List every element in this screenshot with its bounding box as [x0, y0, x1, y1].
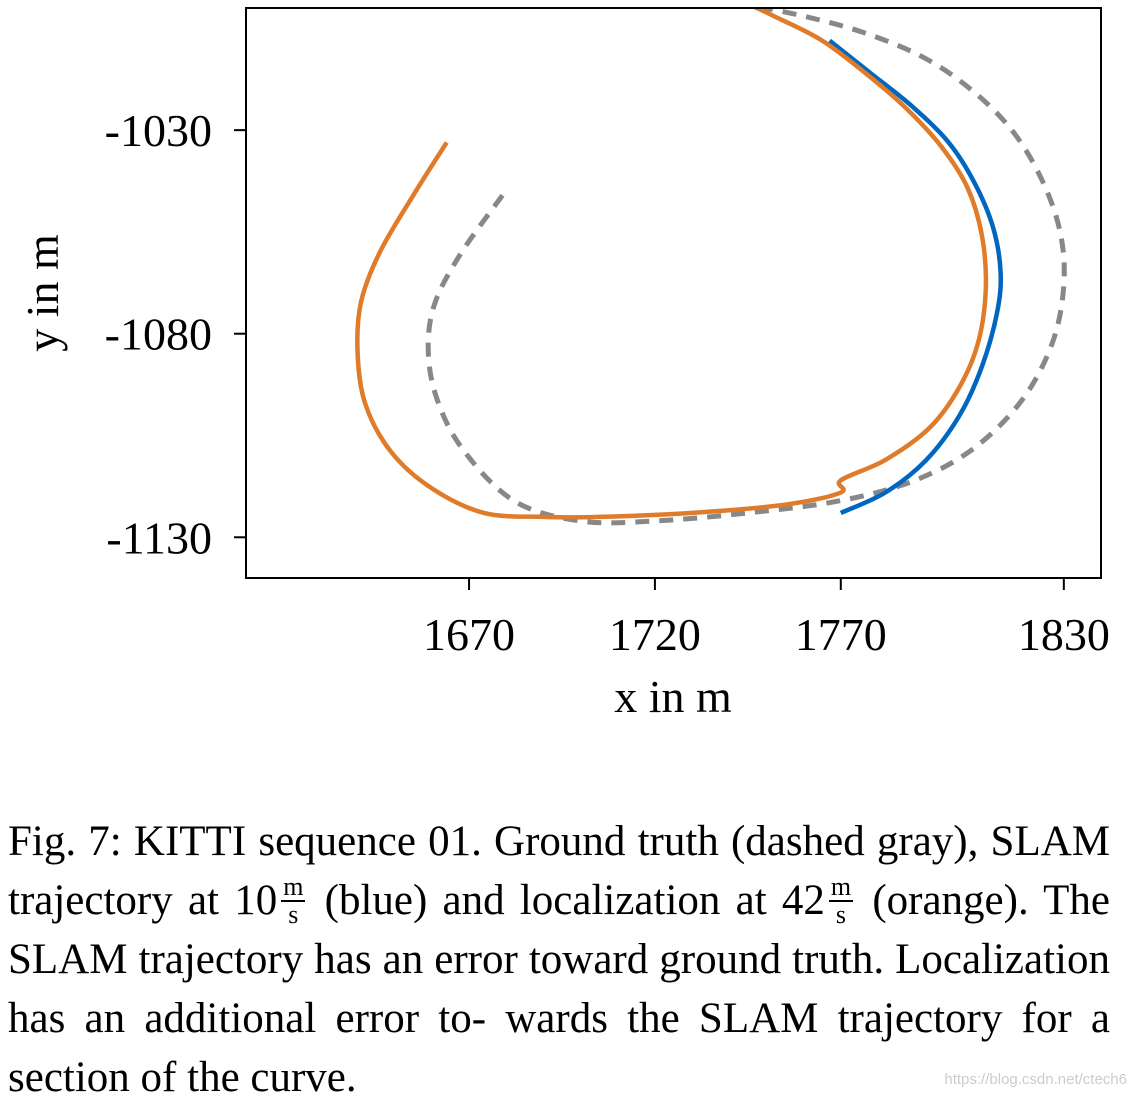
- plot-frame: [245, 7, 1102, 579]
- y-tick-label: -1030: [105, 105, 212, 156]
- watermark-text: https://blog.csdn.net/ctech6: [944, 1071, 1127, 1088]
- figure-caption: Fig. 7: KITTI sequence 01. Ground truth …: [8, 812, 1110, 1107]
- caption-text-2: (blue) and localization at: [309, 877, 782, 924]
- caption-text-1: Fig. 7: KITTI sequence 01. Ground truth …: [8, 818, 1110, 924]
- unit-numerator-1: m: [281, 872, 306, 903]
- x-axis-label: x in m: [614, 671, 732, 722]
- caption-value-2: 42: [781, 877, 825, 924]
- caption-value-1: 10: [234, 877, 278, 924]
- series-localization: [355, 8, 989, 520]
- unit-numerator-2: m: [828, 872, 854, 903]
- x-tick-label: 1720: [609, 609, 701, 660]
- series-slam-trajectory: [828, 38, 1004, 515]
- caption-text-3: (orange). The SLAM trajectory has an err…: [8, 877, 1110, 1101]
- trajectory-chart: 1670 1720 1770 1830 -1030-1080-1130 x in m …: [17, 7, 1110, 722]
- unit-denominator-1: s: [288, 900, 299, 930]
- unit-denominator-2: s: [835, 900, 847, 930]
- x-tick-label: 1830: [1018, 609, 1110, 660]
- y-tick-label: -1080: [105, 309, 212, 360]
- x-tick-label: 1670: [423, 609, 515, 660]
- y-axis-label: y in m: [17, 234, 68, 352]
- series-ground-truth: [425, 8, 1067, 526]
- y-tick-label: -1130: [106, 512, 212, 563]
- x-tick-label: 1770: [795, 609, 887, 660]
